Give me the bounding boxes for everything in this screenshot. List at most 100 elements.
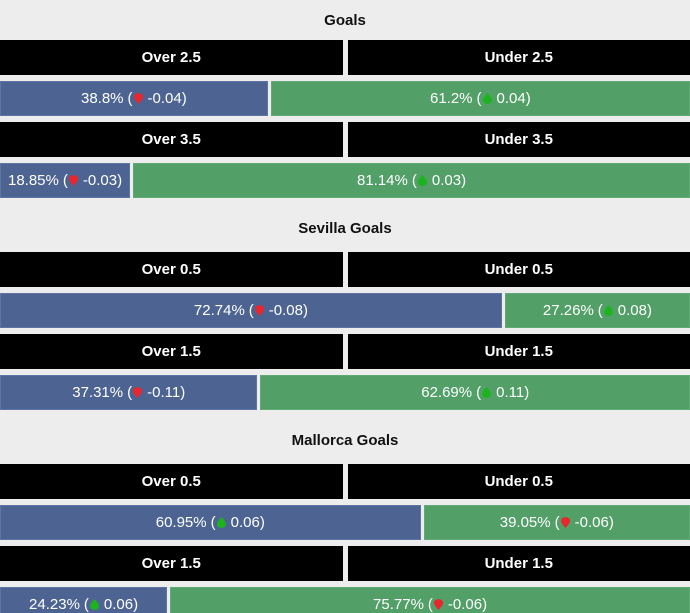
section-title: Sevilla Goals xyxy=(298,219,392,237)
open-paren: ( xyxy=(248,302,254,319)
change-label: 0.04 xyxy=(496,90,526,107)
bar-label: 37.31%(-0.11) xyxy=(72,384,185,401)
header-row: Over 1.5 Under 1.5 xyxy=(0,334,690,369)
bar-row: 24.23%(0.06) 75.77%(-0.06) xyxy=(0,587,690,613)
bar-label: 62.69%(0.11) xyxy=(421,384,529,401)
trend-icon xyxy=(482,387,492,398)
bar-label: 18.85%(-0.03) xyxy=(8,172,122,189)
bar-row: 37.31%(-0.11) 62.69%(0.11) xyxy=(0,375,690,410)
close-paren: ) xyxy=(646,302,652,319)
over-header-cell: Over 0.5 xyxy=(0,464,343,499)
under-bar-segment: 81.14%(0.03) xyxy=(133,163,690,198)
close-paren: ) xyxy=(482,596,488,613)
over-header-cell: Over 2.5 xyxy=(0,40,343,75)
bar-label: 39.05%(-0.06) xyxy=(500,514,614,531)
under-header-cell: Under 0.5 xyxy=(347,464,690,499)
change-label: 0.08 xyxy=(617,302,647,319)
under-header-cell: Under 1.5 xyxy=(347,334,690,369)
percentage-label: 81.14% xyxy=(356,172,408,189)
trend-arrow-svg xyxy=(560,517,570,528)
bar-row: 60.95%(0.06) 39.05%(-0.06) xyxy=(0,505,690,540)
trend-icon xyxy=(89,599,99,610)
close-paren: ) xyxy=(461,172,467,189)
open-paren: ( xyxy=(62,172,68,189)
open-paren: ( xyxy=(127,384,133,401)
trend-icon xyxy=(433,599,443,610)
under-bar-segment: 27.26%(0.08) xyxy=(504,293,690,328)
trend-arrow-svg xyxy=(133,387,143,398)
under-header-cell: Under 2.5 xyxy=(347,40,690,75)
over-header-cell: Over 1.5 xyxy=(0,334,343,369)
change-label: 0.11 xyxy=(496,384,525,401)
open-paren: ( xyxy=(427,596,433,613)
section-sevilla-goals: Sevilla Goals Over 0.5 Under 0.5 72.74%(… xyxy=(0,204,690,410)
percentage-label: 72.74% xyxy=(193,302,245,319)
percentage-label: 61.2% xyxy=(429,90,473,107)
trend-arrow-svg xyxy=(216,517,226,528)
over-bar-segment: 72.74%( -0.08) xyxy=(0,293,502,328)
open-paren: ( xyxy=(476,384,482,401)
change-label: -0.06 xyxy=(447,596,483,613)
change-label: 0.06 xyxy=(103,596,134,613)
over-header-cell: Over 1.5 xyxy=(0,546,343,581)
under-bar-segment: 62.69%(0.11) xyxy=(260,375,690,410)
trend-icon xyxy=(133,93,143,104)
under-bar-segment: 75.77%(-0.06) xyxy=(170,587,690,613)
bar-label: 81.14%(0.03) xyxy=(357,172,466,189)
percentage-label: 38.8% xyxy=(80,90,124,107)
bar-label: 72.74%( -0.08) xyxy=(194,302,308,319)
under-header-cell: Under 3.5 xyxy=(347,122,690,157)
close-paren: ) xyxy=(524,384,530,401)
section-goals: Goals Over 2.5 Under 2.5 38.8% ( -0.04) 61… xyxy=(0,0,690,198)
percentage-label: 60.95% xyxy=(155,514,207,531)
close-paren: ) xyxy=(133,596,139,613)
close-paren: ) xyxy=(259,514,265,531)
bar-label: 27.26%(0.08) xyxy=(543,302,652,319)
under-header-cell: Under 1.5 xyxy=(347,546,690,581)
bar-row: 18.85%(-0.03) 81.14%(0.03) xyxy=(0,163,690,198)
change-label: -0.03 xyxy=(82,172,118,189)
over-header-cell: Over 3.5 xyxy=(0,122,343,157)
percentage-label: 37.31% xyxy=(72,384,124,401)
section-mallorca-goals: Mallorca Goals Over 0.5 Under 0.5 60.95%… xyxy=(0,416,690,613)
over-bar-segment: 60.95%(0.06) xyxy=(0,505,421,540)
section-title: Goals xyxy=(324,11,366,29)
header-row: Over 2.5 Under 2.5 xyxy=(0,40,690,75)
trend-arrow-svg xyxy=(482,387,492,398)
close-paren: ) xyxy=(525,90,531,107)
trend-arrow-svg xyxy=(254,305,264,316)
change-label: -0.08 xyxy=(268,302,303,319)
trend-arrow-svg xyxy=(68,175,78,186)
open-paren: ( xyxy=(597,302,603,319)
bar-label: 60.95%(0.06) xyxy=(156,514,265,531)
percentage-label: 62.69% xyxy=(421,384,473,401)
trend-icon xyxy=(68,175,78,186)
under-bar-segment: 61.2%(0.04) xyxy=(270,81,690,116)
percentage-label: 18.85% xyxy=(7,172,59,189)
section-title: Mallorca Goals xyxy=(291,431,399,449)
open-paren: ( xyxy=(411,172,417,189)
bar-row: 72.74%(-0.08) 27.26%(0.08) xyxy=(0,293,690,328)
bar-row: 38.8% ( -0.04) 61.2%(0.04) xyxy=(0,81,690,116)
close-paren: ) xyxy=(181,90,187,107)
open-paren: ( xyxy=(83,596,89,613)
over-header-cell: Over 0.5 xyxy=(0,252,343,287)
over-bar-segment: 18.85%(-0.03) xyxy=(0,163,131,198)
header-row: Over 0.5 Under 0.5 xyxy=(0,464,690,499)
over-bar-segment: 37.31%(-0.11) xyxy=(0,375,258,410)
trend-icon xyxy=(417,175,427,186)
change-label: -0.04 xyxy=(147,90,182,107)
open-paren: ( xyxy=(476,90,482,107)
percentage-label: 27.26% xyxy=(542,302,594,319)
over-bar-segment: 24.23%(0.06) xyxy=(0,587,168,613)
close-paren: ) xyxy=(302,302,308,319)
trend-icon xyxy=(216,517,226,528)
open-paren: ( xyxy=(210,514,216,531)
trend-icon xyxy=(133,387,143,398)
trend-icon xyxy=(254,305,264,316)
bar-label: 61.2%(0.04) xyxy=(430,90,531,107)
trend-icon xyxy=(603,305,613,316)
under-header-cell: Under 0.5 xyxy=(347,252,690,287)
percentage-label: 39.05% xyxy=(499,514,551,531)
